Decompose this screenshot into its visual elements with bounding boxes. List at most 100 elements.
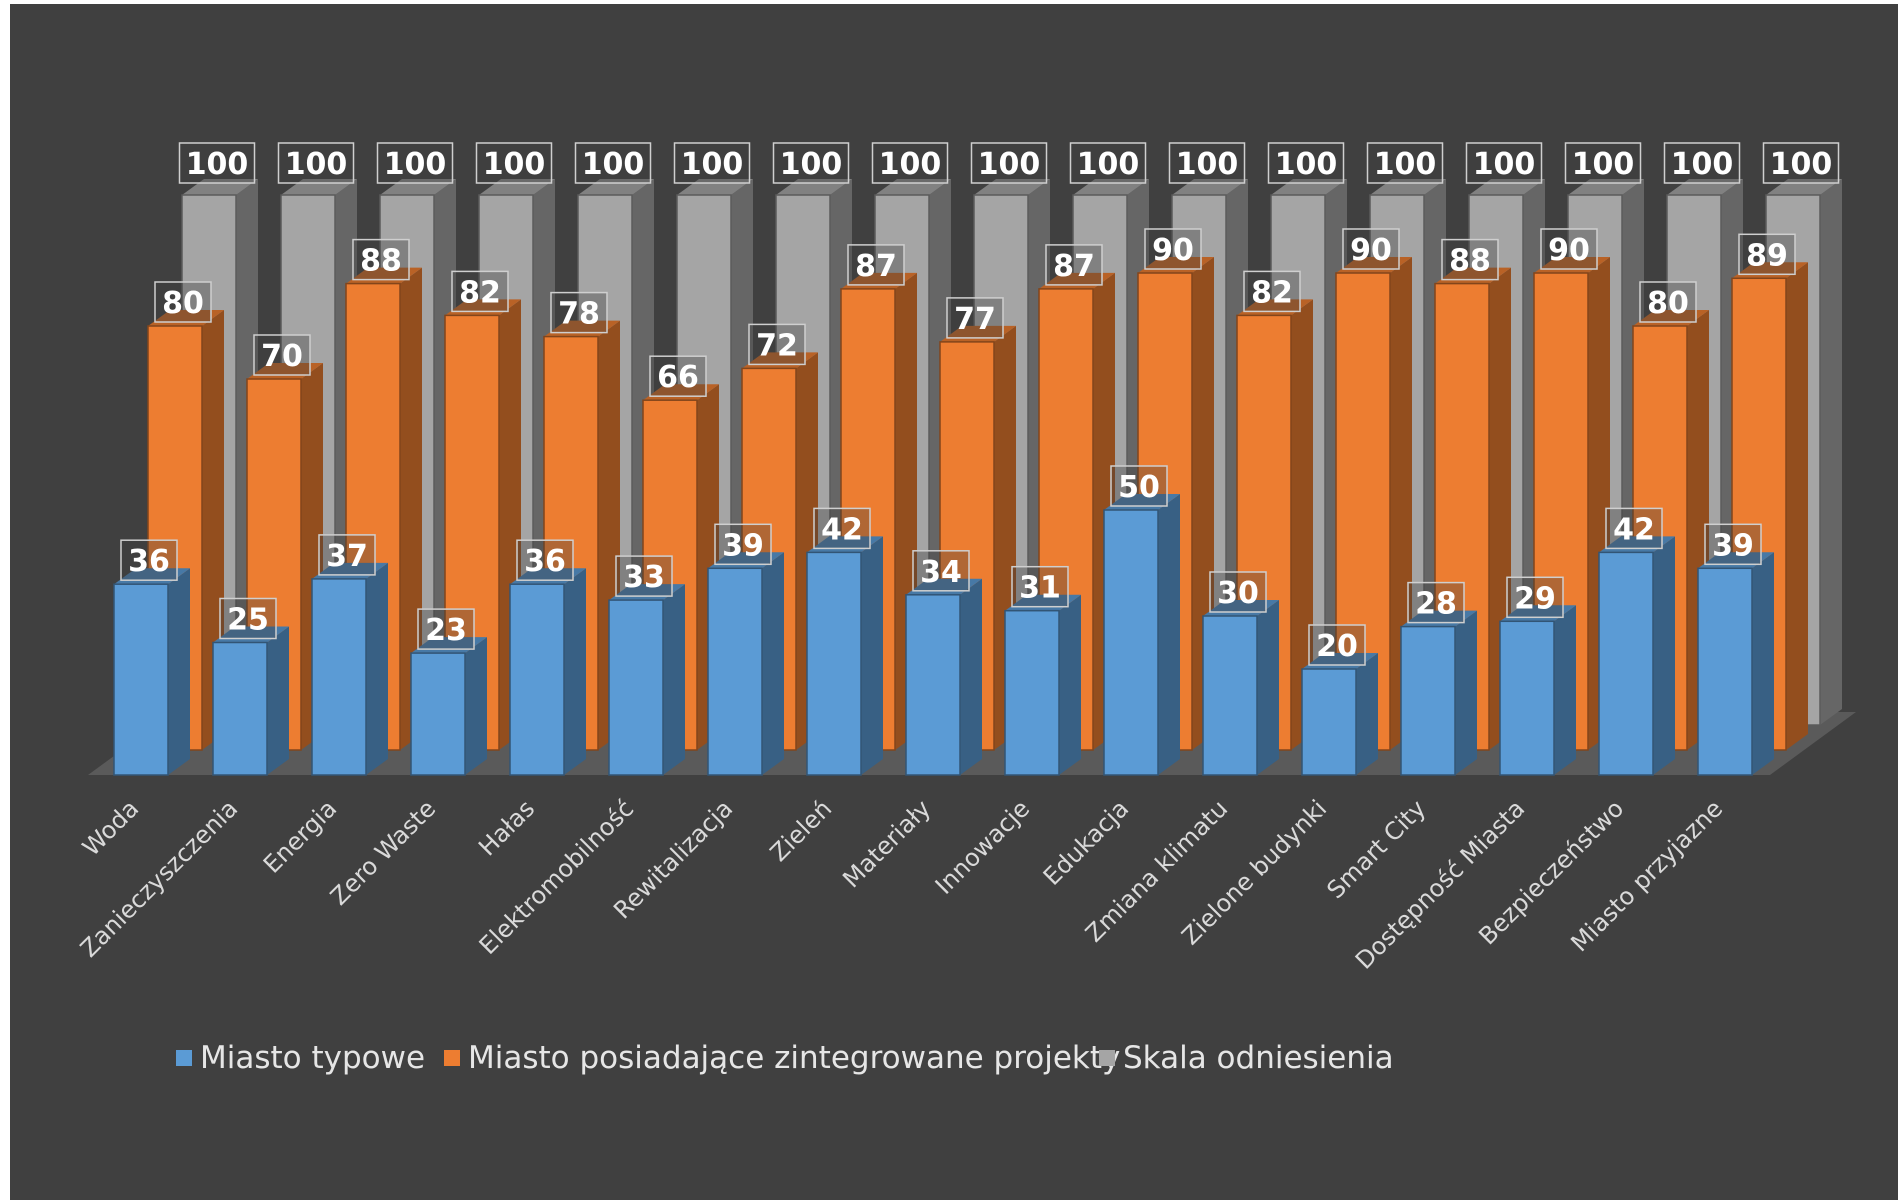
bar-miasto-typowe-miasto-przyjazne: [1697, 552, 1774, 776]
data-label-miasto-typowe-miasto-przyjazne: 39: [1704, 523, 1762, 566]
data-label-miasto-posiadajace-zintegrowane-projekty-zero-waste: 82: [451, 270, 509, 313]
data-label-miasto-typowe-materialy: 34: [912, 550, 970, 592]
bar-miasto-typowe-elektromobilnosc: [608, 584, 685, 776]
svg-text:100: 100: [1671, 147, 1734, 182]
data-label-skala-odniesienia-zero-waste: 100: [475, 142, 553, 184]
legend-swatch: [1099, 1050, 1115, 1066]
data-label-miasto-typowe-innowacje: 31: [1011, 565, 1069, 608]
svg-text:36: 36: [524, 544, 566, 579]
data-label-miasto-posiadajace-zintegrowane-projekty-zmiana-klimatu: 82: [1243, 270, 1301, 313]
data-label-skala-odniesienia-zmiana-klimatu: 100: [1267, 142, 1345, 184]
category-label-innowacje: Innowacje: [930, 794, 1035, 899]
data-label-skala-odniesienia-elektromobilnosc: 100: [673, 142, 751, 184]
data-label-skala-odniesienia-smart-city: 100: [1465, 142, 1543, 184]
svg-text:80: 80: [162, 286, 204, 321]
svg-text:90: 90: [1152, 233, 1194, 268]
bar-miasto-typowe-smart-city: [1400, 610, 1477, 776]
svg-text:100: 100: [1275, 147, 1338, 182]
legend-swatch: [444, 1050, 460, 1066]
svg-text:82: 82: [459, 275, 501, 310]
svg-text:100: 100: [978, 147, 1041, 182]
data-label-miasto-posiadajace-zintegrowane-projekty-zielen: 87: [847, 244, 905, 286]
data-label-miasto-posiadajace-zintegrowane-projekty-zielone-budynki: 90: [1342, 228, 1400, 270]
svg-text:90: 90: [1350, 233, 1392, 268]
data-label-miasto-typowe-dostepnosc-miasta: 29: [1506, 576, 1564, 619]
svg-text:100: 100: [780, 147, 843, 182]
svg-text:100: 100: [681, 147, 744, 182]
bar-miasto-typowe-innowacje: [1004, 594, 1081, 776]
svg-text:42: 42: [821, 512, 863, 547]
data-label-miasto-posiadajace-zintegrowane-projekty-innowacje: 87: [1045, 244, 1103, 286]
svg-text:29: 29: [1514, 581, 1556, 616]
bar-miasto-typowe-zielone-budynki: [1301, 653, 1378, 776]
svg-text:25: 25: [227, 603, 269, 638]
data-label-skala-odniesienia-zielone-budynki: 100: [1366, 142, 1444, 184]
data-label-miasto-typowe-bezpieczenstwo: 42: [1605, 507, 1663, 550]
legend-swatch: [176, 1050, 192, 1066]
svg-text:100: 100: [483, 147, 546, 182]
bar-miasto-typowe-woda: [113, 568, 190, 776]
svg-text:39: 39: [722, 528, 764, 563]
data-label-miasto-typowe-woda: 36: [120, 539, 178, 581]
bar-miasto-typowe-zero-waste: [410, 637, 487, 776]
category-label-zielen: Zieleń: [765, 794, 838, 867]
bar-miasto-typowe-zanieczyszczenia: [212, 626, 289, 776]
svg-text:88: 88: [360, 244, 402, 279]
svg-text:36: 36: [128, 544, 170, 579]
svg-text:100: 100: [879, 147, 942, 182]
data-label-miasto-typowe-smart-city: 28: [1407, 581, 1465, 624]
svg-text:100: 100: [285, 147, 348, 182]
legend-label: Skala odniesienia: [1123, 1040, 1394, 1076]
data-label-miasto-typowe-halas: 36: [516, 539, 574, 581]
category-label-dostepnosc-miasta: Dostępność Miasta: [1350, 794, 1530, 974]
bar-miasto-typowe-energia: [311, 562, 388, 776]
data-label-miasto-posiadajace-zintegrowane-projekty-smart-city: 88: [1441, 238, 1499, 281]
data-label-skala-odniesienia-zanieczyszczenia: 100: [277, 142, 355, 184]
svg-text:82: 82: [1251, 275, 1293, 310]
data-label-miasto-typowe-zielone-budynki: 20: [1308, 624, 1366, 666]
svg-text:30: 30: [1217, 576, 1259, 611]
data-label-miasto-typowe-rewitalizacja: 39: [714, 523, 772, 566]
svg-text:50: 50: [1118, 470, 1160, 505]
svg-text:77: 77: [954, 302, 996, 337]
data-label-miasto-posiadajace-zintegrowane-projekty-materialy: 77: [946, 297, 1004, 339]
data-label-skala-odniesienia-rewitalizacja: 100: [772, 142, 850, 184]
bar-miasto-typowe-rewitalizacja: [707, 552, 784, 776]
data-label-miasto-posiadajace-zintegrowane-projekty-woda: 80: [154, 281, 212, 323]
svg-text:100: 100: [1473, 147, 1536, 182]
legend-label: Miasto posiadające zintegrowane projekty: [468, 1040, 1120, 1076]
data-label-miasto-typowe-zero-waste: 23: [417, 608, 475, 650]
svg-text:28: 28: [1415, 587, 1457, 622]
category-label-woda: Woda: [77, 794, 144, 861]
data-label-skala-odniesienia-innowacje: 100: [1069, 142, 1147, 184]
svg-text:100: 100: [582, 147, 645, 182]
data-label-skala-odniesienia-bezpieczenstwo: 100: [1663, 142, 1741, 184]
data-label-miasto-typowe-zmiana-klimatu: 30: [1209, 571, 1267, 613]
legend-item-skala-odniesienia: Skala odniesienia: [1099, 1040, 1394, 1076]
svg-text:78: 78: [558, 297, 600, 332]
bar-miasto-typowe-materialy: [905, 578, 982, 776]
data-label-skala-odniesienia-miasto-przyjazne: 100: [1762, 142, 1840, 184]
data-label-skala-odniesienia-energia: 100: [376, 142, 454, 184]
data-label-miasto-posiadajace-zintegrowane-projekty-elektromobilnosc: 66: [649, 355, 707, 397]
svg-text:100: 100: [1572, 147, 1635, 182]
data-label-miasto-typowe-zanieczyszczenia: 25: [219, 597, 277, 640]
svg-text:87: 87: [1053, 249, 1095, 284]
data-label-miasto-posiadajace-zintegrowane-projekty-dostepnosc-miasta: 90: [1540, 228, 1598, 270]
svg-text:100: 100: [384, 147, 447, 182]
category-label-materialy: Materiały: [837, 794, 936, 893]
data-label-skala-odniesienia-zielen: 100: [871, 142, 949, 184]
data-label-miasto-typowe-zielen: 42: [813, 507, 871, 550]
svg-text:100: 100: [1770, 147, 1833, 182]
category-label-edukacja: Edukacja: [1038, 794, 1134, 890]
data-label-miasto-typowe-edukacja: 50: [1110, 465, 1168, 507]
data-label-miasto-typowe-energia: 37: [318, 534, 376, 576]
data-label-skala-odniesienia-woda: 100: [178, 142, 256, 184]
svg-text:80: 80: [1647, 286, 1689, 321]
svg-text:39: 39: [1712, 528, 1754, 563]
svg-text:42: 42: [1613, 512, 1655, 547]
legend-item-miasto-posiadajace-zintegrowane-projekty: Miasto posiadające zintegrowane projekty: [444, 1040, 1120, 1076]
category-label-halas: Hałas: [473, 794, 540, 861]
bar-miasto-typowe-halas: [509, 568, 586, 776]
